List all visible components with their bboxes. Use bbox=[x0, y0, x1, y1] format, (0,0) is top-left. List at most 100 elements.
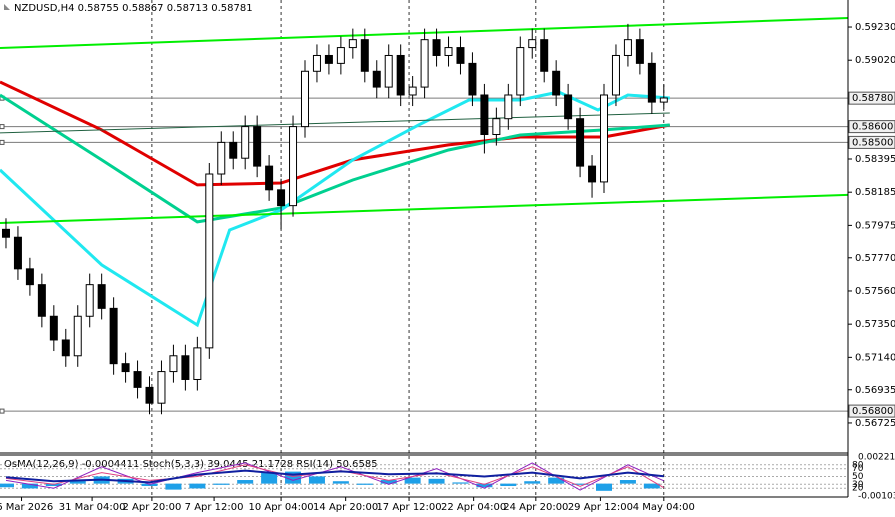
osma-bar bbox=[141, 483, 158, 487]
x-tick-label: 14 Apr 20:00 bbox=[313, 502, 378, 513]
osma-bar bbox=[524, 481, 541, 484]
chart-header: NZDUSD,H4 0.58755 0.58867 0.58713 0.5878… bbox=[14, 3, 253, 14]
candle-body bbox=[85, 284, 94, 317]
y-tick-label: 0.57975 bbox=[855, 220, 895, 231]
candle-body bbox=[229, 141, 238, 159]
y-tick-label: 0.57350 bbox=[855, 319, 895, 330]
candle-body bbox=[611, 54, 620, 96]
candle-body bbox=[480, 94, 489, 136]
y-tick-label: 0.56725 bbox=[855, 418, 895, 429]
candle-body bbox=[456, 47, 465, 64]
candle-body bbox=[49, 315, 58, 341]
candle-body bbox=[157, 371, 166, 404]
indicator-line bbox=[0, 17, 849, 49]
x-tick-label: 26 Mar 2026 bbox=[0, 502, 53, 513]
candle-body bbox=[121, 363, 130, 373]
candle-body bbox=[181, 355, 190, 380]
candle-body bbox=[241, 126, 250, 159]
candle-body bbox=[217, 141, 226, 175]
candle-body bbox=[659, 97, 668, 103]
x-tick-label: 17 Apr 12:00 bbox=[376, 502, 441, 513]
indicator-line bbox=[0, 90, 670, 328]
level-label-box bbox=[848, 404, 895, 418]
oscillator-title: OsMA(12,26,9) -0.0004411 Stoch(5,3,3) 39… bbox=[4, 459, 378, 470]
candle-body bbox=[1, 228, 10, 238]
symbol-icon bbox=[4, 4, 10, 10]
candle-body bbox=[564, 94, 573, 120]
candle-body bbox=[528, 39, 537, 49]
y2-tick-label: 0.0022171 bbox=[858, 453, 895, 463]
level-handle bbox=[0, 408, 5, 414]
y-tick-label: 20 bbox=[852, 484, 864, 494]
x-tick-label: 29 Apr 12:00 bbox=[568, 502, 633, 513]
candle-body bbox=[253, 126, 262, 167]
osma-bar bbox=[213, 483, 230, 485]
candle-body bbox=[13, 236, 22, 270]
osma-bar bbox=[356, 483, 373, 485]
x-tick-label: 4 May 04:00 bbox=[633, 502, 695, 513]
osma-bar bbox=[261, 472, 278, 484]
level-label-box bbox=[848, 91, 895, 105]
candle-body bbox=[552, 70, 561, 96]
candle-body bbox=[576, 118, 585, 167]
osma-bar bbox=[500, 483, 517, 487]
candle-body bbox=[540, 39, 549, 72]
y-tick-label: 0.57770 bbox=[855, 253, 895, 264]
osma-bar bbox=[452, 482, 469, 484]
candle-body bbox=[635, 39, 644, 64]
level-handle bbox=[0, 124, 5, 130]
candle-body bbox=[647, 62, 656, 103]
osma-bar bbox=[404, 477, 421, 484]
osma-bar bbox=[69, 480, 86, 484]
candle-body bbox=[133, 371, 142, 388]
y-tick-label: 80 bbox=[852, 460, 864, 470]
osma-bar bbox=[21, 483, 38, 489]
y-tick-label: 0.59020 bbox=[855, 55, 895, 66]
x-tick-label: 7 Apr 12:00 bbox=[185, 502, 244, 513]
y-tick-label: 0.59230 bbox=[855, 22, 895, 33]
oscillator-panel: OsMA(12,26,9) -0.0004411 Stoch(5,3,3) 39… bbox=[0, 459, 848, 491]
y-tick-label: 50 bbox=[852, 472, 864, 482]
indicator-line bbox=[0, 193, 849, 224]
candle-body bbox=[623, 39, 632, 56]
candle-body bbox=[492, 118, 501, 136]
candle-body bbox=[360, 39, 369, 72]
candle-body bbox=[324, 54, 333, 64]
candle-body bbox=[600, 94, 609, 183]
candle-body bbox=[444, 47, 453, 56]
price-panel bbox=[0, 0, 849, 497]
level-label: 0.58780 bbox=[852, 93, 893, 104]
level-handle bbox=[0, 139, 5, 145]
candle-body bbox=[145, 386, 154, 404]
osma-bar bbox=[619, 480, 636, 484]
candle-body bbox=[73, 315, 82, 357]
osma-bar bbox=[189, 483, 206, 489]
osma-bar bbox=[0, 483, 14, 488]
oscillator-line bbox=[5, 469, 664, 484]
osma-bar bbox=[596, 483, 613, 491]
y2-tick-label: -0.001031 bbox=[858, 492, 895, 502]
candle-body bbox=[37, 284, 46, 317]
osma-bar bbox=[548, 477, 565, 484]
candle-body bbox=[468, 62, 477, 96]
candle-body bbox=[432, 39, 441, 56]
candle-body bbox=[97, 284, 106, 309]
candle-body bbox=[289, 126, 298, 207]
oscillator-line bbox=[5, 462, 665, 491]
candle-body bbox=[348, 39, 357, 49]
candle-body bbox=[193, 347, 202, 380]
candle-body bbox=[408, 86, 417, 96]
y-tick-label: 0.57140 bbox=[855, 352, 895, 363]
osma-bar bbox=[45, 483, 62, 487]
candle-body bbox=[396, 54, 405, 96]
x-tick-label: 22 Apr 04:00 bbox=[441, 502, 506, 513]
candle-body bbox=[277, 189, 286, 207]
y-tick-label: 0.56935 bbox=[855, 385, 895, 396]
y-tick-label: 0.58185 bbox=[855, 187, 895, 198]
candle-body bbox=[109, 307, 118, 365]
osma-bar bbox=[476, 483, 493, 488]
x-tick-label: 24 Apr 20:00 bbox=[503, 502, 568, 513]
candle-body bbox=[169, 355, 178, 373]
